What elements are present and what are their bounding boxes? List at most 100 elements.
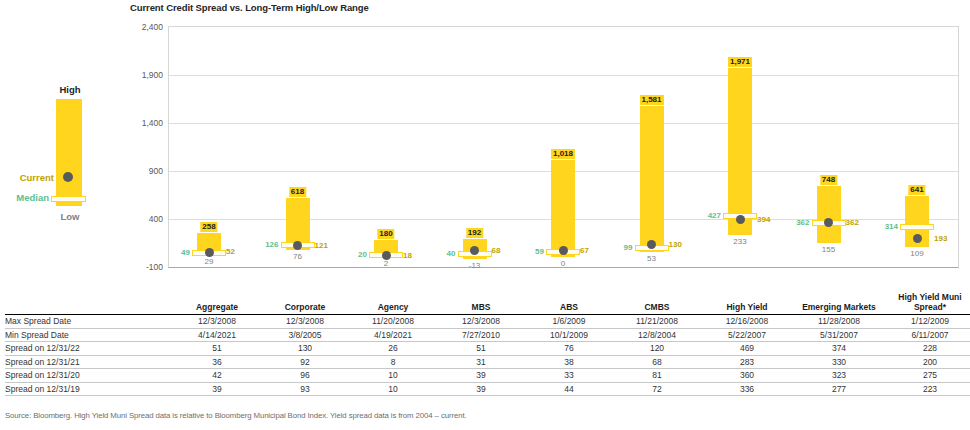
low-value-label: 0	[561, 259, 565, 269]
table-cell: 11/28/2008	[793, 315, 885, 329]
spread-table: AggregateCorporateAgencyMBSABSCMBSHigh Y…	[5, 292, 970, 396]
table-cell: 1/6/2009	[525, 315, 613, 329]
median-value-label: 20	[317, 250, 367, 260]
table-cell: 323	[793, 369, 885, 383]
table-cell: 72	[613, 382, 701, 396]
table-cell: 223	[885, 382, 970, 396]
table-cell: 92	[261, 355, 349, 369]
table-cell: 96	[261, 369, 349, 383]
table-cell: 44	[525, 382, 613, 396]
column-header: High Yield	[701, 292, 793, 315]
median-band	[900, 224, 934, 230]
table-cell: 12/3/2008	[173, 315, 261, 329]
gridline	[169, 75, 958, 76]
low-value-label: 29	[205, 257, 214, 267]
table-row: Max Spread Date12/3/200812/3/200811/20/2…	[5, 315, 970, 329]
legend-current-label: Current	[6, 172, 54, 183]
high-value-label: 1,971	[728, 57, 752, 67]
high-value-label: 192	[466, 228, 483, 238]
current-dot	[559, 246, 568, 255]
table-cell: 11/21/2008	[613, 315, 701, 329]
column-header: Emerging Markets	[793, 292, 885, 315]
table-cell: 93	[261, 382, 349, 396]
high-value-label: 180	[377, 229, 394, 239]
high-value-label: 1,581	[639, 95, 663, 105]
table-row: Min Spread Date4/14/20213/8/20054/19/202…	[5, 328, 970, 342]
table-cell: 120	[613, 342, 701, 356]
table-cell: 360	[701, 369, 793, 383]
legend-median-label: Median	[2, 192, 49, 203]
table-cell: 5/31/2007	[793, 328, 885, 342]
table-row: Spread on 12/31/19399310394472336277223	[5, 382, 970, 396]
median-value-label: 427	[671, 211, 721, 221]
median-value-label: 59	[494, 247, 544, 257]
legend-range-bar	[56, 99, 82, 206]
table-cell: 39	[437, 382, 525, 396]
high-value-label: 641	[908, 185, 925, 195]
table-cell: 336	[701, 382, 793, 396]
low-value-label: 2	[384, 259, 388, 269]
column-header: Aggregate	[173, 292, 261, 315]
median-value-label: 314	[848, 222, 898, 232]
table-cell: 12/16/2008	[701, 315, 793, 329]
table-row: Spread on 12/31/2136928313868283330200	[5, 355, 970, 369]
gridline	[169, 123, 958, 124]
table-cell: 277	[793, 382, 885, 396]
spread-table-wrap: AggregateCorporateAgencyMBSABSCMBSHigh Y…	[5, 292, 965, 396]
table-cell: 12/3/2008	[437, 315, 525, 329]
table-cell: 130	[261, 342, 349, 356]
table-cell: 11/20/2008	[349, 315, 437, 329]
current-dot	[913, 234, 922, 243]
column-header: High Yield Muni Spread*	[885, 292, 970, 315]
table-cell: 6/11/2007	[885, 328, 970, 342]
table-cell: 12/8/2004	[613, 328, 701, 342]
legend-current-dot	[63, 172, 73, 182]
column-header: Corporate	[261, 292, 349, 315]
table-cell: 5/22/2007	[701, 328, 793, 342]
table-cell: 8	[349, 355, 437, 369]
y-tick-label: 1,900	[119, 70, 163, 80]
source-note: Source: Bloomberg. High Yield Muni Sprea…	[5, 411, 467, 420]
range-bar	[728, 68, 752, 235]
row-label-header	[5, 292, 173, 315]
column-header: CMBS	[613, 292, 701, 315]
table-cell: 275	[885, 369, 970, 383]
high-value-label: 618	[289, 187, 306, 197]
legend-high-label: High	[52, 84, 88, 95]
table-cell: 51	[173, 342, 261, 356]
range-bar	[640, 106, 664, 253]
y-tick-label: 900	[119, 166, 163, 176]
table-cell: 4/14/2021	[173, 328, 261, 342]
table-cell: 7/27/2010	[437, 328, 525, 342]
high-value-label: 258	[200, 222, 217, 232]
table-cell: 4/19/2021	[349, 328, 437, 342]
table-cell: 228	[885, 342, 970, 356]
column-header: MBS	[437, 292, 525, 315]
column-header: Agency	[349, 292, 437, 315]
row-label: Spread on 12/31/22	[5, 342, 173, 356]
table-cell: 51	[437, 342, 525, 356]
row-label: Min Spread Date	[5, 328, 173, 342]
table-cell: 39	[437, 369, 525, 383]
current-dot	[736, 215, 745, 224]
table-cell: 12/3/2008	[261, 315, 349, 329]
row-label: Spread on 12/31/19	[5, 382, 173, 396]
table-cell: 38	[525, 355, 613, 369]
table-cell: 469	[701, 342, 793, 356]
current-value-label: 193	[934, 234, 947, 244]
table-cell: 42	[173, 369, 261, 383]
table-cell: 374	[793, 342, 885, 356]
table-cell: 76	[525, 342, 613, 356]
median-value-label: 99	[583, 243, 633, 253]
median-value-label: 40	[406, 249, 456, 259]
table-cell: 26	[349, 342, 437, 356]
table-cell: 10	[349, 382, 437, 396]
low-value-label: 233	[733, 237, 746, 247]
y-tick-label: -100	[119, 262, 163, 272]
table-cell: 10/1/2009	[525, 328, 613, 342]
table-cell: 33	[525, 369, 613, 383]
table-cell: 68	[613, 355, 701, 369]
y-tick-label: 400	[119, 214, 163, 224]
y-tick-label: 2,400	[119, 22, 163, 32]
low-value-label: 76	[293, 252, 302, 262]
